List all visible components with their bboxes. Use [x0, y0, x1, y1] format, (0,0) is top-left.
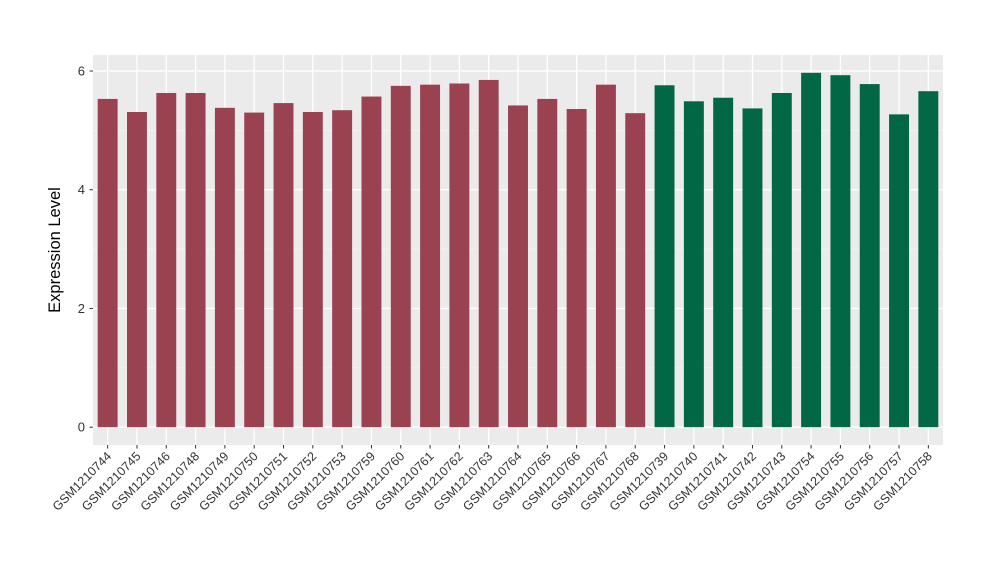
bar-GSM1210741: [713, 97, 734, 428]
y-tick-label: 0: [78, 420, 85, 435]
bar-GSM1210753: [332, 110, 353, 428]
bar-GSM1210763: [478, 79, 499, 428]
y-tick-label: 6: [78, 64, 85, 79]
bar-GSM1210754: [801, 72, 822, 428]
bar-GSM1210739: [654, 85, 675, 428]
bar-GSM1210765: [537, 98, 558, 428]
bar-GSM1210755: [830, 75, 851, 428]
y-tick-label: 4: [78, 182, 85, 197]
bar-GSM1210752: [302, 111, 323, 428]
bar-GSM1210757: [889, 114, 909, 428]
bar-GSM1210767: [595, 84, 616, 428]
bar-GSM1210756: [859, 84, 880, 428]
bar-GSM1210761: [420, 84, 441, 428]
bar-GSM1210742: [742, 108, 763, 428]
bar-GSM1210749: [214, 107, 235, 428]
bar-GSM1210744: [97, 98, 118, 428]
bar-GSM1210750: [244, 112, 265, 428]
bar-GSM1210762: [449, 83, 470, 428]
bar-GSM1210760: [390, 85, 411, 428]
y-axis-title: Expression Level: [46, 187, 64, 313]
bar-GSM1210766: [566, 109, 587, 428]
bar-GSM1210768: [625, 113, 646, 428]
y-tick-label: 2: [78, 301, 85, 316]
bar-GSM1210758: [918, 91, 939, 428]
bar-GSM1210743: [771, 92, 792, 428]
bar-GSM1210740: [683, 101, 704, 428]
bar-GSM1210764: [508, 105, 528, 428]
bar-GSM1210748: [185, 92, 206, 428]
bar-GSM1210745: [127, 111, 147, 428]
bar-GSM1210746: [156, 92, 177, 428]
bar-GSM1210759: [361, 96, 382, 428]
bars: [97, 72, 939, 428]
bar-GSM1210751: [273, 103, 294, 428]
